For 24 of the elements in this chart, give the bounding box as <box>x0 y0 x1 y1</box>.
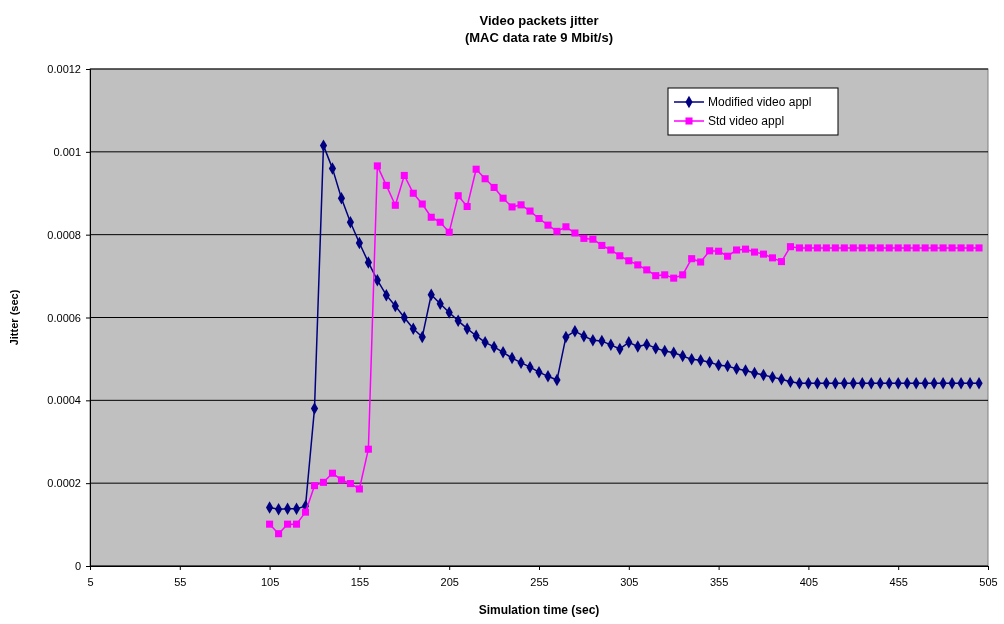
chart-subtitle: (MAC data rate 9 Mbit/s) <box>464 30 614 45</box>
x-tick-label: 405 <box>799 575 819 588</box>
y-tick-label: 0.0006 <box>47 311 81 324</box>
x-tick-label: 155 <box>350 575 370 588</box>
chart-title: Video packets jitter <box>479 13 599 28</box>
x-tick-label: 5 <box>87 575 94 588</box>
x-tick-label: 455 <box>889 575 908 588</box>
x-tick-label: 505 <box>979 575 998 588</box>
x-axis-title: Simulation time (sec) <box>478 603 600 617</box>
x-tick-label: 305 <box>620 575 639 588</box>
x-tick-label: 105 <box>260 575 280 588</box>
y-tick-label: 0.001 <box>53 145 81 158</box>
y-tick-label: 0.0012 <box>47 63 81 76</box>
legend-label: Std video appl <box>708 114 785 128</box>
y-axis-title: Jitter (sec) <box>8 289 20 346</box>
legend-label: Modified video appl <box>708 95 812 109</box>
x-tick-label: 205 <box>440 575 459 588</box>
x-tick-label: 355 <box>709 575 729 588</box>
y-tick-label: 0.0008 <box>47 228 81 241</box>
y-tick-label: 0.0002 <box>47 477 81 490</box>
y-tick-label: 0 <box>74 560 81 573</box>
x-tick-label: 55 <box>174 575 187 588</box>
y-tick-label: 0.0004 <box>47 394 81 407</box>
x-tick-label: 255 <box>530 575 549 588</box>
